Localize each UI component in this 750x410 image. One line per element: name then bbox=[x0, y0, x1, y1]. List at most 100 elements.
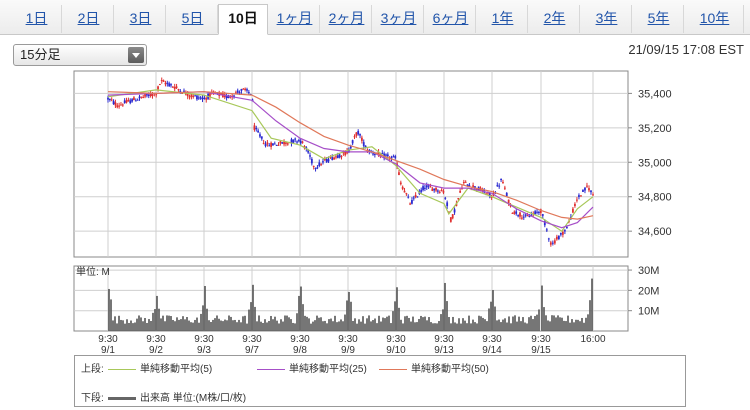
volume-bar bbox=[288, 317, 290, 331]
volume-bar bbox=[334, 315, 336, 331]
candle-body bbox=[592, 194, 594, 196]
candle-body bbox=[325, 158, 328, 163]
candle-body bbox=[442, 190, 445, 193]
volume-bar bbox=[264, 319, 266, 331]
volume-bar bbox=[432, 323, 434, 331]
candle-body bbox=[197, 97, 200, 99]
candle-body bbox=[171, 86, 174, 88]
volume-bar bbox=[182, 316, 184, 331]
candle-body bbox=[262, 142, 265, 144]
x-tick-time-2: 9:30 bbox=[194, 334, 214, 345]
tab-2[interactable]: 2日 bbox=[64, 5, 114, 33]
volume-bar bbox=[312, 321, 314, 331]
volume-bar bbox=[132, 323, 134, 331]
candle-body bbox=[335, 156, 337, 158]
legend-label-sma50: 単純移動平均(50) bbox=[411, 364, 489, 375]
volume-bar bbox=[545, 315, 547, 331]
candle-body bbox=[561, 231, 564, 235]
tab-7[interactable]: 2ヶ月 bbox=[322, 5, 372, 33]
volume-bar bbox=[354, 318, 356, 331]
candle-body bbox=[279, 141, 282, 144]
volume-bar bbox=[238, 319, 240, 331]
tab-5[interactable]: 10日 bbox=[218, 4, 268, 35]
legend-item-sma50: 単純移動平均(50) bbox=[379, 360, 489, 375]
candle-body bbox=[116, 105, 119, 108]
candle-body bbox=[107, 97, 109, 100]
volume-bar bbox=[543, 307, 545, 331]
candle-body bbox=[336, 155, 339, 159]
candle-body bbox=[416, 196, 419, 198]
candle-body bbox=[373, 153, 376, 155]
volume-bar bbox=[116, 323, 118, 331]
candle-body bbox=[247, 92, 250, 94]
candle-body bbox=[157, 86, 159, 90]
candle-body bbox=[405, 193, 408, 195]
volume-bar bbox=[534, 316, 536, 331]
volume-bar bbox=[444, 282, 446, 331]
volume-bar bbox=[396, 287, 398, 331]
volume-bar bbox=[336, 322, 338, 331]
volume-bar bbox=[294, 323, 296, 331]
candle-body bbox=[394, 156, 397, 158]
tab-1[interactable]: 1日 bbox=[12, 5, 62, 33]
candle-body bbox=[108, 98, 111, 100]
volume-bar bbox=[541, 285, 543, 331]
volume-bar bbox=[276, 320, 278, 331]
candle-body bbox=[322, 161, 324, 163]
candle-body bbox=[123, 100, 126, 104]
tab-11[interactable]: 2年 bbox=[530, 5, 580, 33]
volume-bar bbox=[510, 323, 512, 331]
volume-bar bbox=[306, 316, 308, 331]
chevron-down-icon[interactable] bbox=[128, 47, 144, 63]
candle-body bbox=[299, 140, 302, 144]
volume-bar bbox=[166, 315, 168, 331]
price-ytick-label-0: 34,600 bbox=[638, 226, 672, 238]
volume-bar bbox=[460, 323, 462, 331]
candle-body bbox=[270, 142, 272, 147]
volume-bar bbox=[344, 314, 346, 331]
volume-bar bbox=[364, 323, 366, 331]
tab-12[interactable]: 3年 bbox=[582, 5, 632, 33]
candle-body bbox=[136, 99, 139, 101]
legend-label-sma5: 単純移動平均(5) bbox=[140, 364, 213, 375]
volume-bar bbox=[268, 320, 270, 331]
candle-body bbox=[584, 187, 586, 191]
volume-bar bbox=[196, 317, 198, 331]
candle-body bbox=[500, 179, 502, 181]
volume-bar bbox=[300, 286, 302, 331]
candle-body bbox=[162, 80, 165, 82]
volume-bar bbox=[587, 314, 589, 331]
candle-body bbox=[520, 217, 523, 219]
ma-line-1 bbox=[107, 91, 594, 229]
volume-bar bbox=[384, 318, 386, 331]
volume-bar bbox=[256, 321, 258, 331]
tab-9[interactable]: 6ヶ月 bbox=[426, 5, 476, 33]
interval-select[interactable]: 15分足 bbox=[13, 44, 147, 66]
volume-bar bbox=[152, 312, 154, 331]
tab-3[interactable]: 3日 bbox=[116, 5, 166, 33]
volume-bar bbox=[266, 322, 268, 331]
volume-bar bbox=[484, 319, 486, 331]
volume-bar bbox=[278, 323, 280, 331]
volume-bar bbox=[504, 318, 506, 331]
volume-bar bbox=[500, 322, 502, 331]
tab-6[interactable]: 1ヶ月 bbox=[270, 5, 320, 33]
candle-body bbox=[565, 226, 568, 228]
tab-14[interactable]: 10年 bbox=[686, 5, 744, 33]
volume-bar bbox=[144, 317, 146, 331]
volume-series bbox=[108, 278, 593, 331]
candle-body bbox=[264, 144, 267, 147]
volume-bar bbox=[549, 321, 551, 331]
candle-body bbox=[513, 211, 516, 214]
volume-bar bbox=[464, 320, 466, 331]
tab-13[interactable]: 5年 bbox=[634, 5, 684, 33]
candle-body bbox=[588, 188, 590, 191]
volume-bar bbox=[194, 319, 196, 331]
tab-10[interactable]: 1年 bbox=[478, 5, 528, 33]
tab-8[interactable]: 3ヶ月 bbox=[374, 5, 424, 33]
volume-bar bbox=[346, 300, 348, 331]
candle-body bbox=[236, 90, 239, 93]
candle-body bbox=[401, 186, 404, 190]
tab-4[interactable]: 5日 bbox=[168, 5, 218, 33]
candle-body bbox=[170, 84, 172, 86]
